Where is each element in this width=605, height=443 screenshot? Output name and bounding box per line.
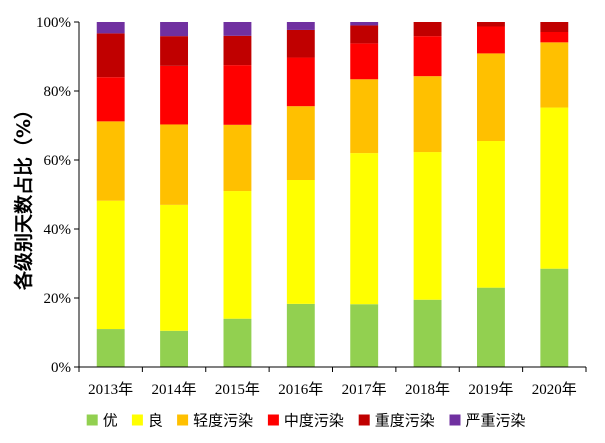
bar-3-series-1 <box>223 318 252 367</box>
legend-swatch-5 <box>358 414 370 426</box>
x-tick-label: 2018年 <box>405 381 450 398</box>
legend-label-5: 重度污染 <box>375 412 435 430</box>
bar-5-series-3 <box>350 79 379 154</box>
legend-swatch-1 <box>86 414 98 426</box>
legend-label-2: 良 <box>148 412 163 430</box>
bar-5-series-5 <box>350 25 379 44</box>
bar-5-series-6 <box>350 22 379 26</box>
legend-label-3: 轻度污染 <box>193 412 253 430</box>
bar-5-series-4 <box>350 43 379 80</box>
bar-6-series-4 <box>413 36 442 77</box>
bar-4-series-5 <box>286 29 315 58</box>
bar-2-series-3 <box>160 124 189 205</box>
y-tick-label: 20% <box>44 291 72 307</box>
bar-1-series-2 <box>96 200 125 330</box>
bar-3-series-3 <box>223 124 252 192</box>
bar-7-series-5 <box>477 22 505 27</box>
bar-3-series-4 <box>223 65 252 125</box>
bar-7-series-4 <box>477 26 505 54</box>
bar-8-series-5 <box>540 22 569 32</box>
bar-6-series-2 <box>413 152 442 300</box>
bar-7-series-2 <box>477 141 505 288</box>
bar-4-series-2 <box>286 180 315 304</box>
x-tick-label: 2019年 <box>468 381 513 398</box>
bar-6-series-5 <box>413 22 442 37</box>
bar-8-series-1 <box>540 268 569 367</box>
bar-2-series-5 <box>160 36 189 66</box>
x-tick-label: 2013年 <box>88 381 133 398</box>
legend-label-1: 优 <box>103 412 118 430</box>
bar-7-series-3 <box>477 53 505 142</box>
legend-swatch-3 <box>177 414 189 426</box>
bar-4-series-4 <box>286 57 315 107</box>
x-tick-label: 2017年 <box>342 381 387 398</box>
bar-7-series-1 <box>477 287 505 367</box>
bar-5-series-2 <box>350 153 379 305</box>
bar-3-series-5 <box>223 35 252 66</box>
bars-group <box>96 22 569 367</box>
legend-label-4: 中度污染 <box>284 412 344 430</box>
legend-swatch-2 <box>131 414 143 426</box>
bar-8-series-3 <box>540 42 569 108</box>
bar-4-series-3 <box>286 106 315 181</box>
bar-3-series-2 <box>223 191 252 319</box>
legend-swatch-6 <box>449 414 461 426</box>
bar-1-series-6 <box>96 22 125 34</box>
bar-8-series-4 <box>540 32 569 43</box>
bar-2-series-2 <box>160 204 189 331</box>
y-tick-label: 80% <box>44 84 72 100</box>
axes-group: 0% 20% 40% 60% 80% 100% 2013年 2014年 2015年 2016年 20… <box>36 15 587 398</box>
bar-6-series-3 <box>413 76 442 153</box>
y-tick-label: 40% <box>44 222 72 238</box>
bar-3-series-6 <box>223 22 252 36</box>
legend-swatch-4 <box>267 414 279 426</box>
y-tick-label: 100% <box>36 15 71 31</box>
x-tick-label: 2015年 <box>215 381 260 398</box>
y-tick-label: 60% <box>44 153 72 169</box>
y-tick-label: 0% <box>51 360 71 376</box>
legend-label-6: 严重污染 <box>466 412 526 430</box>
y-axis-label: 各级别天数占比（%） <box>12 100 35 291</box>
legend: 优 良 轻度污染 中度污染 重度污染 严重污染 <box>86 412 526 430</box>
x-tick-label: 2014年 <box>152 381 197 398</box>
bar-1-series-1 <box>96 329 125 367</box>
bar-1-series-3 <box>96 121 125 201</box>
x-tick-label: 2020年 <box>532 381 577 398</box>
bar-1-series-5 <box>96 33 125 78</box>
bar-6-series-1 <box>413 299 442 367</box>
bar-4-series-1 <box>286 303 315 367</box>
bar-5-series-1 <box>350 304 379 367</box>
bar-1-series-4 <box>96 77 125 122</box>
bar-4-series-6 <box>286 22 315 30</box>
bar-2-series-1 <box>160 330 189 367</box>
x-tick-label: 2016年 <box>278 381 323 398</box>
bar-2-series-4 <box>160 65 189 125</box>
bar-8-series-2 <box>540 107 569 269</box>
bar-2-series-6 <box>160 22 189 37</box>
